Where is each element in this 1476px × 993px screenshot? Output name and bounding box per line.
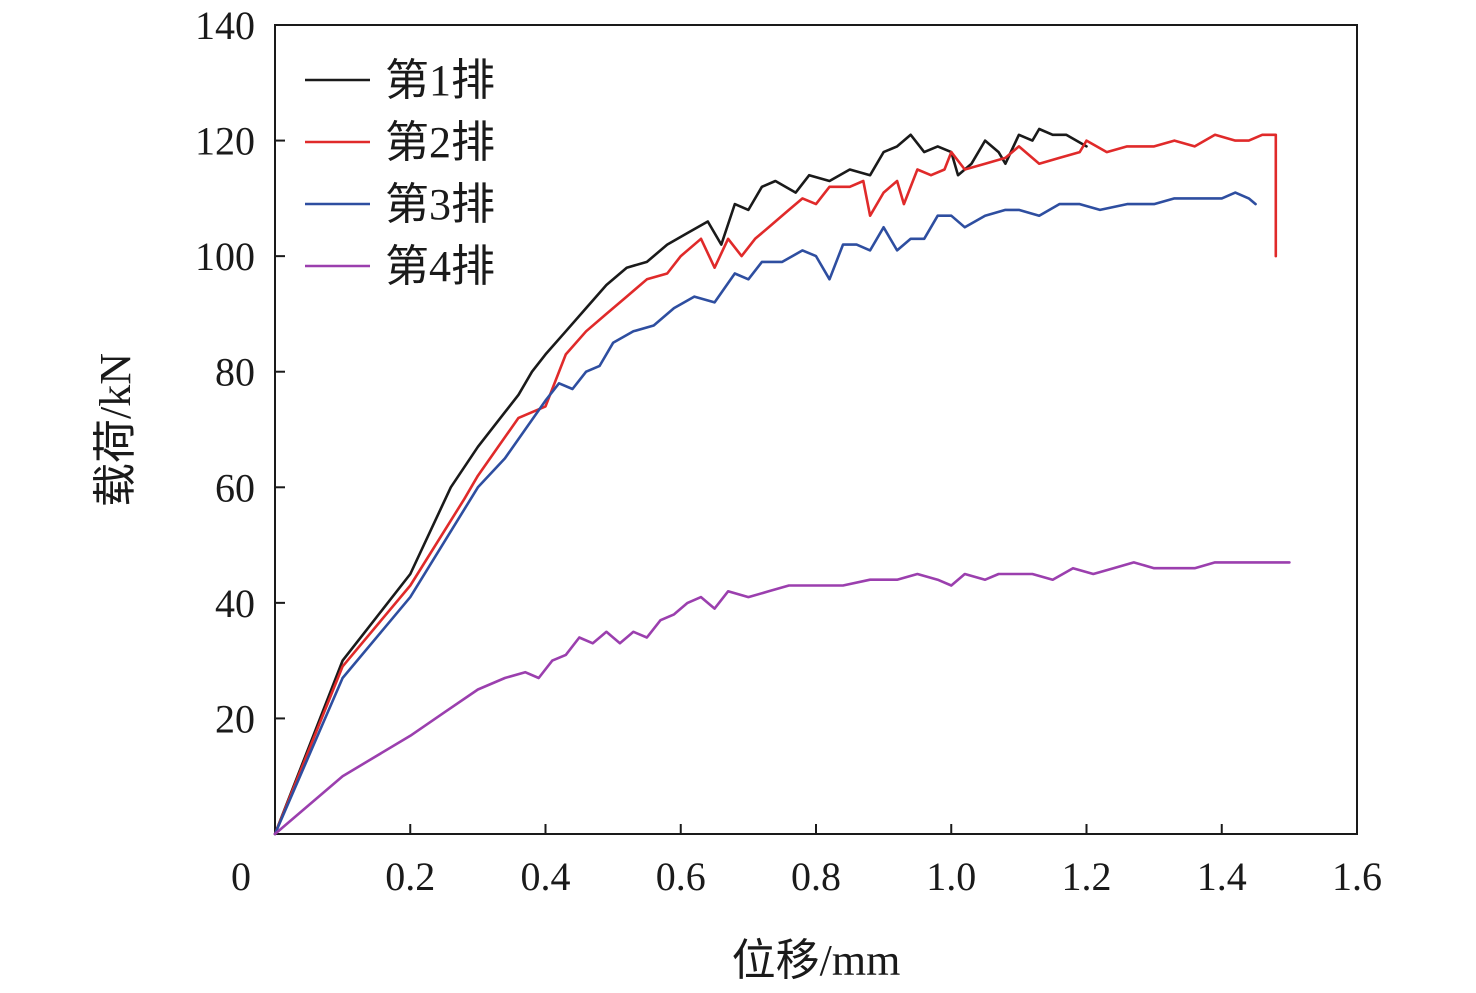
y-axis: 20 40 60 80 100 120 140 [195, 3, 285, 741]
series-line-3 [273, 191, 1257, 836]
legend-label-4: 第4排 [385, 242, 495, 291]
x-axis-title: 位移/mm [732, 936, 901, 985]
y-tick-label: 140 [195, 3, 255, 48]
y-tick-label: 20 [215, 696, 255, 741]
x-tick-label: 1.2 [1062, 854, 1112, 899]
x-tick-label: 0.2 [385, 854, 435, 899]
x-tick-label: 1.4 [1197, 854, 1247, 899]
y-tick-label: 120 [195, 119, 255, 164]
x-axis: 0 0.2 0.4 0.6 0.8 1.0 1.2 1.4 1.6 [231, 824, 1382, 899]
series-line-2 [273, 133, 1278, 836]
x-tick-label: 1.0 [926, 854, 976, 899]
legend-label-1: 第1排 [385, 56, 495, 105]
y-axis-title: 载荷/kN [91, 353, 140, 507]
y-tick-label: 60 [215, 465, 255, 510]
series-line-1 [273, 127, 1088, 836]
series-line-4 [273, 561, 1291, 836]
y-tick-label: 100 [195, 234, 255, 279]
series-layer [273, 127, 1291, 836]
x-tick-label: 0 [231, 854, 251, 899]
y-tick-label: 80 [215, 350, 255, 395]
legend-label-3: 第3排 [385, 180, 495, 229]
legend-label-2: 第2排 [385, 118, 495, 167]
y-tick-label: 40 [215, 581, 255, 626]
x-tick-label: 0.4 [521, 854, 571, 899]
x-tick-label: 0.8 [791, 854, 841, 899]
x-tick-label: 0.6 [656, 854, 706, 899]
x-tick-label: 1.6 [1332, 854, 1382, 899]
